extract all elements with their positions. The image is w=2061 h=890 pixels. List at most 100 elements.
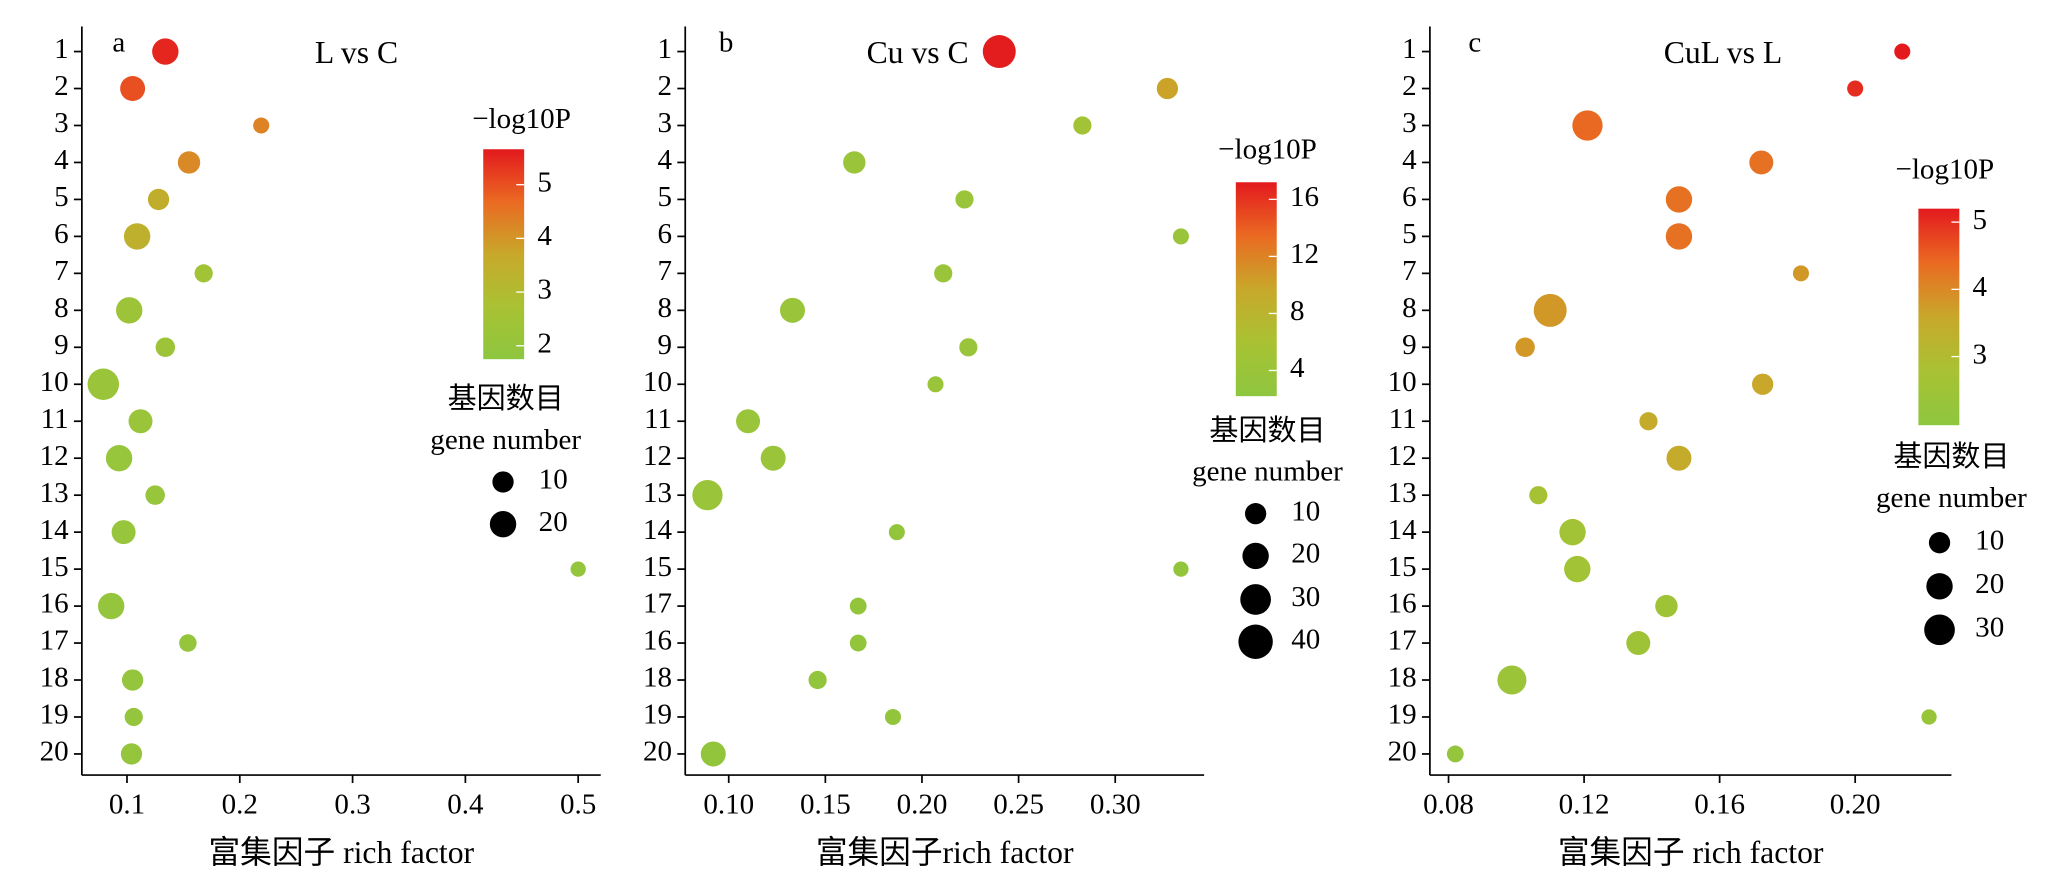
colorbar-title: −log10P: [1895, 153, 1994, 185]
y-tick-label: 16: [1388, 588, 1417, 620]
size-legend-label: 40: [1291, 623, 1320, 655]
x-tick-label: 0.5: [560, 788, 596, 820]
x-axis-label: 富集因子 rich factor: [1558, 835, 1824, 870]
bubble: [884, 708, 902, 726]
y-tick-label: 16: [40, 588, 69, 620]
size-legend-marker: [1926, 573, 1953, 600]
colorbar-tick-label: 5: [1973, 204, 1988, 236]
bubble: [1446, 745, 1464, 763]
y-tick-label: 19: [1388, 699, 1417, 731]
bubble: [97, 592, 125, 620]
size-legend-label: 30: [1291, 581, 1320, 613]
x-tick-label: 0.20: [897, 788, 948, 820]
colorbar-tick-label: 4: [1973, 271, 1988, 303]
bubble: [1847, 80, 1864, 97]
colorbar: [483, 149, 525, 360]
y-tick-label: 4: [54, 144, 69, 176]
bubble: [1529, 486, 1548, 505]
size-legend-marker: [1240, 584, 1271, 615]
colorbar-tick-label: 5: [537, 166, 552, 198]
size-legend-title: 基因数目: [1209, 414, 1325, 447]
size-legend-label: 20: [1975, 568, 2004, 600]
size-legend-label: 20: [539, 506, 568, 538]
y-tick-label: 13: [643, 477, 672, 509]
colorbar: [1235, 182, 1277, 397]
y-tick-label: 4: [658, 144, 673, 176]
bubble: [1921, 709, 1937, 725]
bubble: [1156, 77, 1179, 100]
y-tick-label: 1: [54, 33, 69, 65]
size-legend-marker: [1244, 503, 1267, 525]
colorbar-title: −log10P: [1218, 134, 1317, 166]
panel-label: c: [1468, 27, 1481, 59]
y-tick-label: 9: [658, 329, 673, 361]
size-legend-marker: [1242, 542, 1269, 570]
bubble: [1666, 445, 1692, 471]
colorbar-tick-label: 4: [537, 220, 552, 252]
x-tick-label: 0.12: [1559, 788, 1610, 820]
bubble: [111, 520, 136, 545]
y-tick-label: 9: [54, 329, 69, 361]
colorbar: [1918, 208, 1960, 426]
bubble: [692, 480, 723, 511]
chart-title: L vs C: [315, 35, 398, 70]
y-tick-label: 8: [1402, 292, 1417, 324]
bubble: [121, 669, 144, 691]
x-tick-label: 0.20: [1830, 788, 1881, 820]
size-legend-marker: [1928, 532, 1951, 554]
colorbar-tick-label: 16: [1290, 181, 1319, 213]
bubble: [1655, 594, 1678, 618]
y-tick-label: 20: [40, 736, 69, 768]
bubble: [700, 741, 726, 767]
y-tick-label: 2: [1402, 70, 1417, 102]
bubble: [1752, 373, 1774, 395]
y-tick-label: 14: [40, 514, 70, 546]
y-tick-label: 11: [644, 403, 672, 435]
bubble: [1073, 116, 1092, 135]
bubble: [1749, 150, 1774, 175]
bubble: [128, 409, 153, 434]
x-tick-label: 0.2: [222, 788, 258, 820]
bubble: [1515, 337, 1535, 358]
y-tick-label: 7: [1402, 255, 1417, 287]
bubble: [808, 670, 827, 690]
bubble: [253, 117, 270, 134]
bubble: [780, 297, 805, 323]
x-tick-label: 0.15: [800, 788, 851, 820]
bubble: [843, 151, 866, 174]
size-legend-title: 基因数目: [448, 382, 564, 415]
y-tick-label: 4: [1402, 144, 1417, 176]
y-tick-label: 19: [40, 699, 69, 731]
bubble: [959, 338, 978, 357]
y-tick-label: 12: [40, 440, 69, 472]
x-tick-label: 0.30: [1090, 788, 1141, 820]
bubble: [934, 264, 953, 283]
y-tick-label: 10: [1388, 366, 1417, 398]
colorbar-tick-label: 2: [537, 327, 552, 359]
x-tick-label: 0.25: [993, 788, 1044, 820]
bubble: [120, 743, 143, 765]
size-legend-marker: [489, 511, 517, 538]
colorbar-tick-label: 3: [537, 274, 552, 306]
y-tick-label: 6: [658, 218, 673, 250]
y-tick-label: 7: [658, 255, 673, 287]
y-tick-label: 6: [54, 218, 69, 250]
panel-label: b: [719, 27, 734, 59]
bubble: [1792, 265, 1809, 282]
x-tick-label: 0.08: [1423, 788, 1474, 820]
y-tick-label: 19: [643, 699, 672, 731]
x-tick-label: 0.1: [109, 788, 145, 820]
y-tick-label: 11: [1389, 403, 1417, 435]
bubble: [1559, 518, 1586, 546]
bubble: [87, 368, 120, 400]
size-legend-title: gene number: [430, 424, 581, 456]
bubble: [849, 597, 867, 615]
size-legend-title: gene number: [1192, 456, 1343, 488]
x-tick-label: 0.4: [447, 788, 484, 820]
y-tick-label: 20: [643, 736, 672, 768]
y-tick-label: 8: [658, 292, 673, 324]
bubble: [116, 297, 143, 324]
y-tick-label: 2: [658, 70, 673, 102]
